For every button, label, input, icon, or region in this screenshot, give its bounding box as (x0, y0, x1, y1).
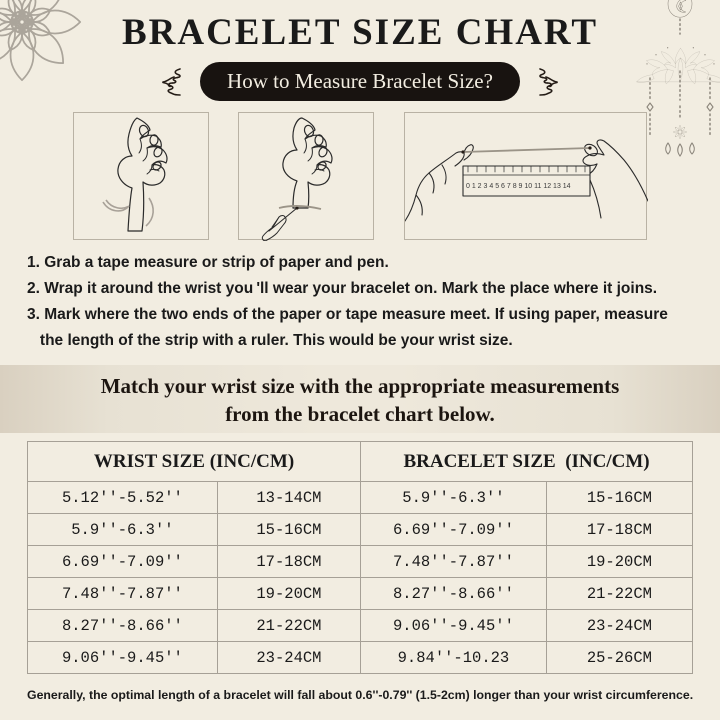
svg-text:0 1 2 3 4 5 6 7 8 9 10 11 12 1: 0 1 2 3 4 5 6 7 8 9 10 11 12 13 14 (466, 183, 571, 190)
